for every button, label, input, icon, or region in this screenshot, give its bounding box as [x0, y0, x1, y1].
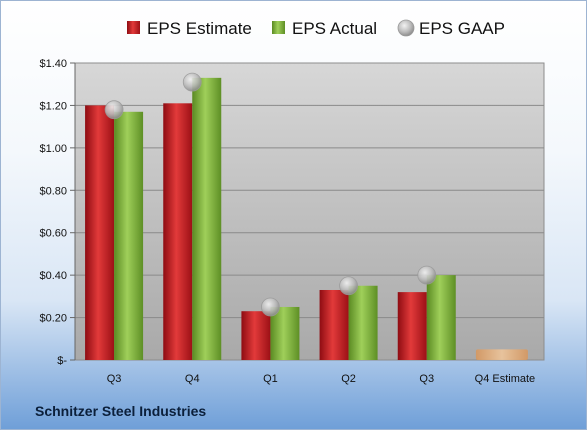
marker-eps-gaap — [104, 100, 124, 120]
y-tick-label: $- — [57, 355, 67, 367]
bar-eps-actual — [348, 285, 378, 360]
legend-item: EPS GAAP — [397, 19, 505, 38]
y-tick-label: $1.00 — [39, 143, 67, 155]
bar-eps-actual — [270, 306, 300, 360]
x-tick-label: Q4 — [185, 373, 200, 385]
x-tick-label: Q3 — [419, 373, 434, 385]
y-tick-label: $0.80 — [39, 185, 67, 197]
gridlines — [75, 104, 544, 319]
y-tick-label: $0.20 — [39, 313, 67, 325]
y-tick-label: $0.60 — [39, 228, 67, 240]
legend-item: EPS Estimate — [127, 19, 252, 38]
bar-eps-estimate — [85, 105, 115, 360]
bar-eps-actual — [426, 275, 456, 360]
x-axis: Q3 Q4 Q1 Q2 Q3 Q4 Estimate — [107, 373, 535, 385]
marker-eps-gaap — [339, 276, 358, 296]
marker-eps-gaap — [182, 72, 202, 92]
legend-label: EPS GAAP — [419, 19, 505, 38]
x-tick-label: Q4 Estimate — [475, 373, 536, 385]
y-tick-label: $0.40 — [39, 270, 67, 282]
legend-label: EPS Actual — [292, 19, 377, 38]
legend-swatch — [272, 21, 285, 34]
company-name: Schnitzer Steel Industries — [35, 403, 207, 419]
marker-eps-gaap — [261, 297, 280, 317]
y-tick-label: $1.20 — [39, 100, 67, 112]
plot-area — [74, 62, 545, 361]
legend: EPS Estimate EPS Actual EPS GAAP — [127, 19, 505, 38]
bar-eps-actual — [114, 111, 144, 361]
legend-swatch — [397, 19, 415, 37]
x-tick-label: Q1 — [263, 373, 278, 385]
bar-eps-estimate-forecast — [475, 349, 528, 360]
bar-eps-actual — [192, 77, 222, 360]
y-axis: $- $0.20 $0.40 $0.60 $0.80 $1.00 $1.20 $1.40 — [39, 58, 76, 367]
y-tick-label: $1.40 — [39, 58, 67, 70]
bars — [85, 77, 528, 361]
bar-eps-estimate — [163, 103, 193, 361]
bar-eps-estimate — [241, 311, 271, 360]
legend-label: EPS Estimate — [147, 19, 252, 38]
x-tick-label: Q2 — [341, 373, 356, 385]
legend-swatch — [127, 21, 140, 34]
bar-eps-estimate — [319, 289, 349, 360]
marker-eps-gaap — [417, 265, 437, 285]
x-tick-label: Q3 — [107, 373, 122, 385]
gaap-markers — [104, 72, 437, 317]
legend-item: EPS Actual — [272, 19, 377, 38]
bar-eps-estimate — [397, 292, 427, 360]
